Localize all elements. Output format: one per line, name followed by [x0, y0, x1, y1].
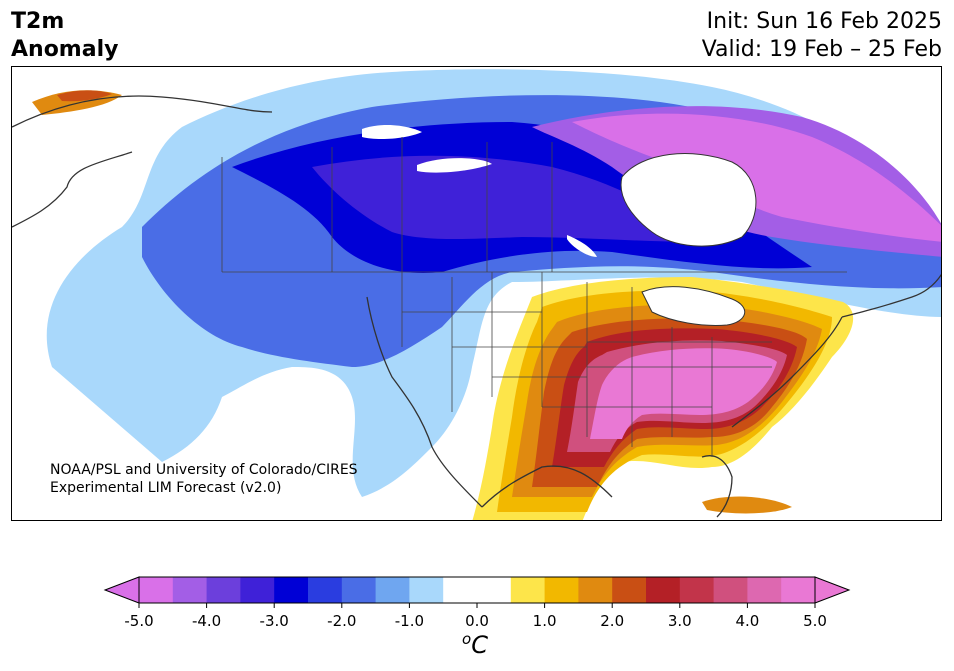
- colorbar-tick-label: 4.0: [735, 612, 759, 630]
- colorbar-tick-label: -2.0: [327, 612, 356, 630]
- coastlines: [12, 95, 941, 518]
- colorbar-tick-label: -5.0: [124, 612, 153, 630]
- colorbar-tick-label: -3.0: [260, 612, 289, 630]
- credit-line-2: Experimental LIM Forecast (v2.0): [50, 480, 282, 496]
- colorbar-arrow-right: [814, 576, 851, 604]
- colorbar-tick-label: 3.0: [668, 612, 692, 630]
- colorbar-cell: [308, 577, 343, 603]
- colorbar-tick-label: 1.0: [533, 612, 557, 630]
- great-lakes: [641, 286, 745, 326]
- colorbar-cell: [240, 577, 275, 603]
- colorbar-cells: [139, 577, 816, 603]
- colorbar-cell: [341, 577, 377, 603]
- hudson-bay: [620, 153, 757, 247]
- colorbar-cell: [679, 577, 715, 603]
- valid-range: Valid: 19 Feb – 25 Feb: [701, 37, 942, 62]
- colorbar-cell: [544, 577, 579, 603]
- warm-spot-northwest-core: [57, 90, 112, 102]
- borders: [221, 137, 847, 457]
- map-credit: NOAA/PSL and University of Colorado/CIRE…: [50, 461, 358, 497]
- lake-patch-3: [567, 235, 597, 257]
- init-date: Init: Sun 16 Feb 2025: [706, 9, 942, 34]
- colorbar-cell: [477, 577, 512, 603]
- title-variable: T2m: [11, 9, 65, 34]
- colorbar-arrow-left: [103, 576, 140, 604]
- colorbar-cell: [139, 577, 174, 603]
- colorbar-cell: [206, 577, 241, 603]
- colorbar-cell: [747, 577, 782, 603]
- colorbar-cell: [274, 577, 309, 603]
- forecast-dates: Init: Sun 16 Feb 2025 Valid: 19 Feb – 25…: [702, 8, 942, 64]
- colorbar-unit: oC: [462, 630, 488, 659]
- colorbar-tick-label: 5.0: [803, 612, 827, 630]
- colorbar-tick-label: 2.0: [600, 612, 624, 630]
- map-canvas: [12, 67, 941, 520]
- colorbar-cell: [646, 577, 681, 603]
- lake-patch-1: [362, 125, 422, 140]
- colorbar-cell: [612, 577, 647, 603]
- anomaly-map: NOAA/PSL and University of Colorado/CIRE…: [11, 66, 942, 521]
- colorbar-cell: [510, 577, 546, 603]
- lake-patch-2: [417, 158, 492, 173]
- colorbar-cell: [443, 577, 478, 603]
- title-anomaly: Anomaly: [11, 37, 119, 62]
- credit-line-1: NOAA/PSL and University of Colorado/CIRE…: [50, 462, 358, 478]
- colorbar-tick-label: -4.0: [192, 612, 221, 630]
- warm-spot-caribbean: [702, 496, 792, 514]
- map-title: T2m Anomaly: [11, 8, 118, 64]
- colorbar-cell: [578, 577, 613, 603]
- colorbar-cell: [172, 577, 208, 603]
- colorbar-ticks: -5.0 -4.0 -3.0 -2.0 -1.0 0.0 1.0 2.0 3.0 4.0 5.0: [124, 603, 827, 630]
- colorbar-cell: [409, 577, 444, 603]
- colorbar-cell: [375, 577, 410, 603]
- colorbar-cell: [713, 577, 748, 603]
- cold-field-core: [312, 155, 702, 242]
- colorbar-tick-label: 0.0: [465, 612, 489, 630]
- colorbar-cell: [781, 577, 816, 603]
- warm-field-pink: [590, 348, 777, 439]
- cold-field-northeast-core: [572, 113, 941, 242]
- colorbar-tick-label: -1.0: [395, 612, 424, 630]
